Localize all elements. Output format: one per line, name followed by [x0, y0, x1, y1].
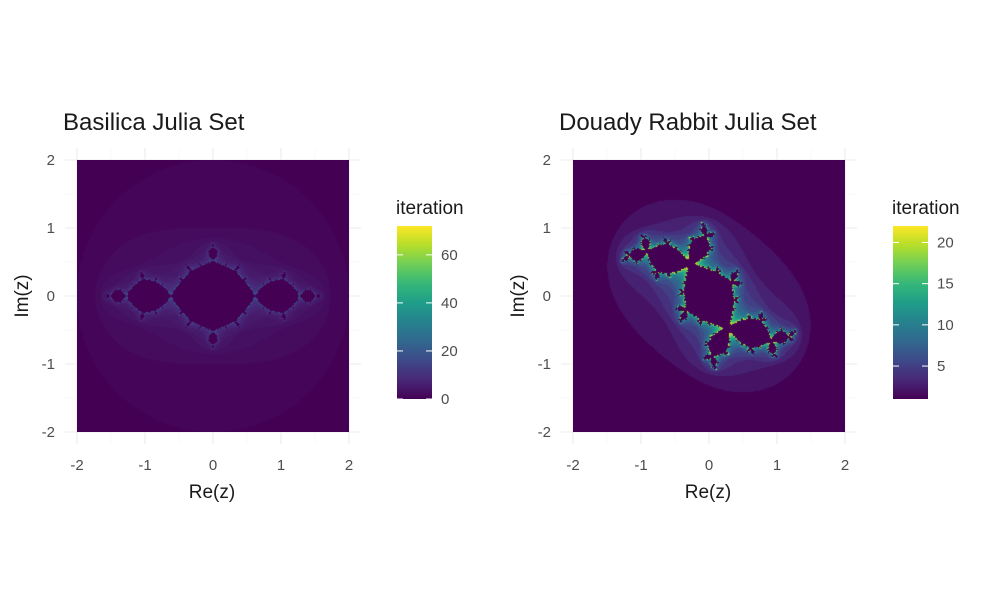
y-tick-label: -1: [538, 356, 551, 373]
colorbar-tick-label: 10: [937, 317, 954, 334]
y-tick-label: 2: [543, 152, 551, 169]
colorbar-tick-label: 0: [441, 391, 449, 408]
x-tick-label: -1: [138, 457, 151, 474]
y-tick-labels: -2 -1 0 1 2: [538, 152, 551, 441]
panel-basilica: Basilica Julia Set -2 -1 0 1 2 -2 -1 0 1 2 Re(z)…: [12, 109, 464, 503]
legend: iteration 0 20 40 60: [396, 198, 464, 408]
colorbar-tick-label: 40: [441, 295, 458, 312]
legend-title: iteration: [396, 198, 464, 219]
x-tick-labels: -2 -1 0 1 2: [70, 457, 353, 474]
x-tick-label: -1: [634, 457, 647, 474]
y-tick-label: -2: [538, 424, 551, 441]
colorbar-tick-label: 60: [441, 247, 458, 264]
chart-title: Douady Rabbit Julia Set: [559, 109, 817, 136]
y-axis-title: Im(z): [508, 274, 529, 317]
y-tick-label: 0: [47, 288, 55, 305]
x-axis-title: Re(z): [685, 482, 731, 503]
y-tick-label: -2: [42, 424, 55, 441]
x-axis-title: Re(z): [189, 482, 235, 503]
heatmap-raster: [77, 160, 349, 432]
y-tick-label: 1: [543, 220, 551, 237]
y-tick-label: 1: [47, 220, 55, 237]
colorbar-tick-label: 20: [441, 343, 458, 360]
x-tick-label: 2: [841, 457, 849, 474]
x-tick-label: 0: [209, 457, 217, 474]
colorbar-ticks: 5 10 15 20: [893, 234, 954, 375]
y-tick-label: 2: [47, 152, 55, 169]
legend-title: iteration: [892, 198, 960, 219]
x-tick-label: 2: [345, 457, 353, 474]
x-tick-labels: -2 -1 0 1 2: [566, 457, 849, 474]
y-tick-label: 0: [543, 288, 551, 305]
y-tick-label: -1: [42, 356, 55, 373]
colorbar-tick-label: 20: [937, 234, 954, 251]
colorbar: [893, 226, 928, 399]
colorbar-ticks: 0 20 40 60: [397, 247, 458, 408]
y-axis-title: Im(z): [12, 274, 33, 317]
colorbar: [397, 226, 432, 399]
x-tick-label: 1: [773, 457, 781, 474]
panel-douady-rabbit: Douady Rabbit Julia Set -2 -1 0 1 2 -2-1012 …: [508, 109, 960, 503]
colorbar-tick-label: 15: [937, 276, 954, 293]
x-tick-label: 1: [277, 457, 285, 474]
x-tick-label: -2: [566, 457, 579, 474]
colorbar-tick-label: 5: [937, 358, 945, 375]
x-tick-label: 0: [705, 457, 713, 474]
y-tick-labels: -2 -1 0 1 2: [42, 152, 55, 441]
x-tick-label: -2: [70, 457, 83, 474]
chart-title: Basilica Julia Set: [63, 109, 245, 136]
heatmap-raster: [573, 160, 845, 432]
legend: iteration 5 10 15 20: [892, 198, 960, 399]
